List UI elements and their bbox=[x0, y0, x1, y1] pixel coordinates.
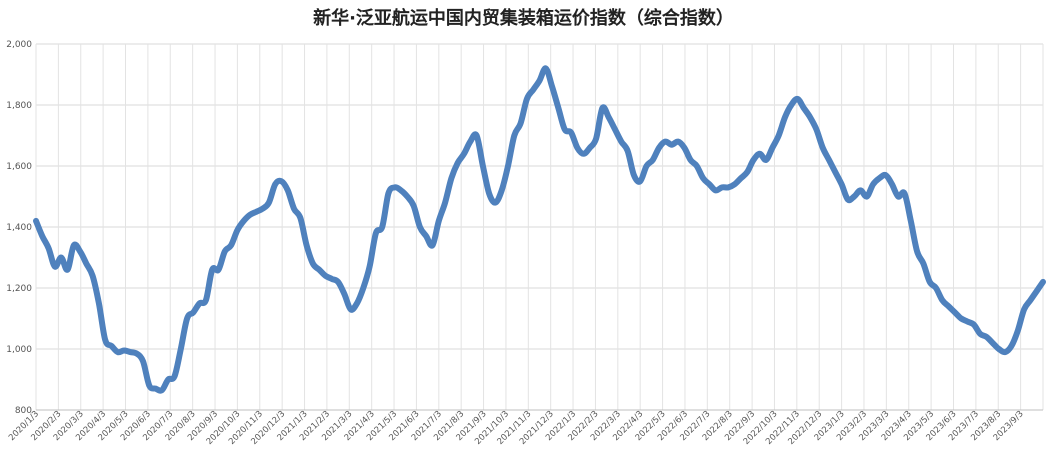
y-tick-label: 2,000 bbox=[6, 40, 32, 50]
series-line bbox=[33, 65, 1046, 394]
y-tick-label: 1,600 bbox=[6, 162, 32, 172]
chart-title: 新华·泛亚航运中国内贸集装箱运价指数（综合指数） bbox=[313, 8, 734, 29]
y-tick-label: 1,000 bbox=[6, 345, 32, 355]
y-tick-label: 800 bbox=[15, 406, 32, 416]
y-tick-label: 1,800 bbox=[6, 101, 32, 111]
y-tick-label: 1,400 bbox=[6, 223, 32, 233]
y-tick-label: 1,200 bbox=[6, 284, 32, 294]
